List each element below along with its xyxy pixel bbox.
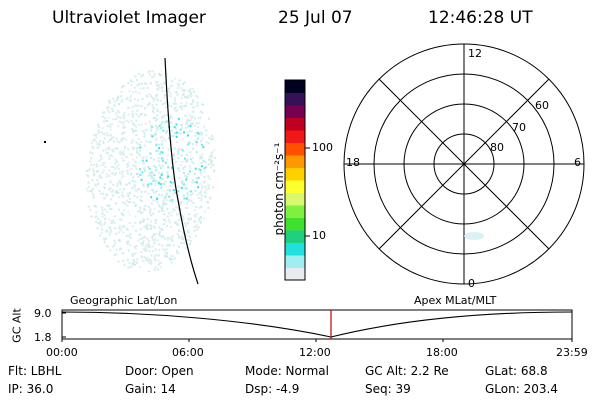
lat-label-70: 70: [512, 121, 526, 134]
instrument-title: Ultraviolet Imager: [52, 8, 206, 28]
aurora-emission-speckle: [85, 70, 217, 273]
polar-plot: [343, 43, 585, 285]
colorbar-segment: [285, 142, 305, 156]
mlt-label-6: 6: [574, 156, 581, 169]
colorbar-tick-10: 10: [312, 229, 326, 242]
colorbar-segment: [285, 255, 305, 268]
colorbar-segment: [285, 130, 305, 143]
colorbar-segment: [285, 205, 305, 218]
altitude-plot: [61, 309, 573, 342]
marker-dot: [44, 141, 46, 143]
altitude-xtick-0000: 00:00: [46, 346, 78, 359]
altitude-xtick-0600: 06:00: [172, 346, 204, 359]
mlt-label-18: 18: [346, 156, 360, 169]
polar-emission: [464, 232, 484, 240]
colorbar-tick-100: 100: [312, 141, 333, 154]
colorbar-segment: [285, 230, 305, 243]
filter-info: Flt: LBHL: [8, 364, 62, 378]
lat-label-60: 60: [535, 99, 549, 112]
time-label: 12:46:28 UT: [428, 8, 533, 28]
geographic-image: [44, 57, 217, 285]
seq-info: Seq: 39: [365, 382, 411, 396]
altitude-ylabel: GC Alt: [10, 308, 24, 343]
colorbar-segment: [285, 155, 305, 168]
altitude-xtick-1800: 18:00: [426, 346, 458, 359]
dsp-info: Dsp: -4.9: [245, 382, 300, 396]
colorbar-segment: [285, 267, 305, 281]
altitude-xtick-2359: 23:59: [556, 346, 588, 359]
gc-alt-info: GC Alt: 2.2 Re: [365, 364, 449, 378]
altitude-ytick-top: 9.0: [34, 307, 52, 320]
colorbar-segment: [285, 192, 305, 206]
geographic-projection-label: Geographic Lat/Lon: [70, 294, 178, 307]
colorbar-segment: [285, 167, 305, 181]
altitude-xtick-1200: 12:00: [299, 346, 331, 359]
colorbar-segment: [285, 217, 305, 231]
apex-projection-label: Apex MLat/MLT: [414, 294, 497, 307]
colorbar-segment: [285, 180, 305, 193]
colorbar-segment: [285, 105, 305, 118]
colorbar-segment: [285, 117, 305, 131]
lat-label-80: 80: [490, 141, 504, 154]
terminator-line: [164, 57, 199, 285]
colorbar-segment: [285, 80, 305, 93]
color-bar: [284, 79, 310, 281]
colorbar-axis-label: photon cm⁻²s⁻¹: [272, 142, 286, 236]
glat-info: GLat: 68.8: [485, 364, 548, 378]
ip-info: IP: 36.0: [8, 382, 54, 396]
mlt-label-0: 0: [468, 277, 475, 290]
altitude-ytick-bottom: 1.8: [34, 331, 52, 344]
colorbar-segment: [285, 92, 305, 106]
date-label: 25 Jul 07: [278, 8, 353, 28]
mode-info: Mode: Normal: [245, 364, 329, 378]
gain-info: Gain: 14: [125, 382, 176, 396]
colorbar-segment: [285, 242, 305, 256]
mlt-label-12: 12: [468, 47, 482, 60]
door-info: Door: Open: [125, 364, 194, 378]
glon-info: GLon: 203.4: [485, 382, 558, 396]
